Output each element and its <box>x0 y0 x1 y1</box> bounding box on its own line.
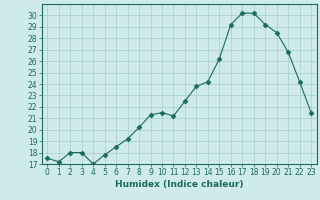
X-axis label: Humidex (Indice chaleur): Humidex (Indice chaleur) <box>115 180 244 189</box>
